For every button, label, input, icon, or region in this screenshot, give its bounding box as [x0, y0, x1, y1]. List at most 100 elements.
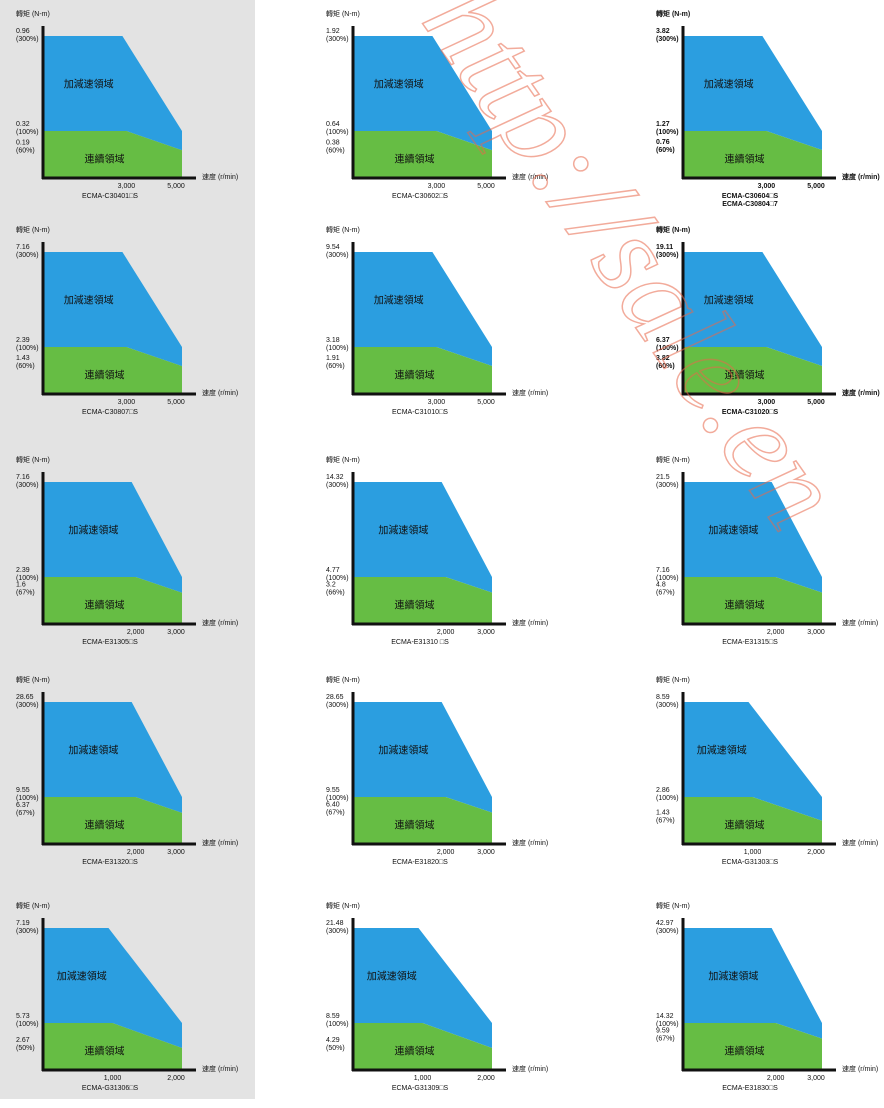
continuous-pct-label: (60%)	[16, 147, 35, 154]
torque-speed-chart: 轉矩 (N-m) 7.19(300%) 5.73(100%) 2.67(50%) 加減速…	[16, 901, 238, 1092]
peak-torque-label: 7.16	[16, 244, 30, 251]
continuous-torque-label: 1.43	[16, 355, 30, 362]
continuous-region-area	[683, 577, 822, 624]
rated-pct-label: (100%)	[326, 795, 349, 802]
x-tick-label: 3,000	[477, 849, 495, 856]
x-axis-title: 速度 (r/min)	[842, 1064, 878, 1073]
x-tick-label: 2,000	[167, 1075, 185, 1082]
continuous-region-label: 連續領域	[85, 599, 125, 612]
accel-region-area	[43, 252, 182, 367]
peak-pct-label: (300%)	[656, 252, 679, 259]
y-axis-title: 轉矩 (N-m)	[656, 9, 690, 18]
torque-speed-chart: 轉矩 (N-m) 19.11(300%) 6.37(100%) 3.82(60%) 加減…	[656, 225, 880, 416]
x-axis-title: 速度 (r/min)	[512, 618, 548, 627]
continuous-region-area	[353, 577, 492, 624]
continuous-region-area	[43, 347, 182, 394]
continuous-pct-label: (50%)	[16, 1045, 35, 1052]
rated-torque-label: 9.55	[326, 787, 340, 794]
y-axis-title: 轉矩 (N-m)	[656, 901, 690, 910]
continuous-region-area	[353, 1023, 492, 1070]
x-tick-label: 2,000	[767, 629, 785, 636]
accel-region-area	[43, 702, 182, 813]
rated-pct-label: (100%)	[16, 129, 39, 136]
continuous-region-label: 連續領域	[395, 153, 435, 166]
x-tick-label: 3,000	[428, 183, 446, 190]
continuous-region-label: 連續領域	[395, 1045, 435, 1058]
peak-pct-label: (300%)	[326, 482, 349, 489]
accel-region-area	[43, 928, 182, 1048]
torque-speed-chart: 轉矩 (N-m) 3.82(300%) 1.27(100%) 0.76(60%) 加減速…	[656, 9, 880, 208]
accel-region-area	[683, 928, 822, 1039]
continuous-region-area	[353, 347, 492, 394]
continuous-region-area	[683, 1023, 822, 1070]
accel-region-label: 加減速領域	[57, 970, 107, 983]
x-tick-label: 2,000	[127, 629, 145, 636]
torque-speed-chart: 轉矩 (N-m) 21.5(300%) 7.16(100%)4.8(67%) 加減速領…	[656, 455, 878, 646]
continuous-region-label: 連續領域	[395, 599, 435, 612]
accel-region-label: 加減速領域	[708, 970, 758, 983]
rated-torque-label: 0.64	[326, 121, 340, 128]
continuous-torque-label: 1.6	[16, 582, 26, 589]
peak-pct-label: (300%)	[656, 36, 679, 43]
rated-pct-label: (100%)	[16, 345, 39, 352]
continuous-torque-label: 2.67	[16, 1037, 30, 1044]
model-label: ECMA-E31830□S	[722, 1085, 778, 1092]
continuous-region-area	[43, 577, 182, 624]
peak-torque-label: 7.19	[16, 920, 30, 927]
y-axis-title: 轉矩 (N-m)	[326, 225, 360, 234]
continuous-pct-label: (60%)	[326, 147, 345, 154]
accel-region-label: 加減速領域	[378, 744, 428, 757]
peak-torque-label: 3.82	[656, 28, 670, 35]
continuous-pct-label: (67%)	[656, 818, 675, 825]
continuous-torque-label: 4.8	[656, 582, 666, 589]
model-label: ECMA-G31303□S	[722, 859, 779, 866]
rated-torque-label: 5.73	[16, 1013, 30, 1020]
x-tick-label: 3,000	[118, 399, 136, 406]
torque-speed-chart: 轉矩 (N-m) 28.65(300%) 9.55(100%)6.40(67%) 加減…	[326, 675, 548, 866]
rated-pct-label: (100%)	[326, 129, 349, 136]
model-label: ECMA-E31315□S	[722, 639, 778, 646]
rated-pct-label: (100%)	[656, 575, 679, 582]
torque-speed-chart: 轉矩 (N-m) 42.97(300%) 14.32(100%)9.59(67%) 加…	[656, 901, 878, 1092]
x-tick-label: 5,000	[477, 399, 495, 406]
peak-torque-label: 0.96	[16, 28, 30, 35]
continuous-region-label: 連續領域	[725, 819, 765, 832]
x-axis-title: 速度 (r/min)	[842, 838, 878, 847]
accel-region-area	[353, 36, 492, 151]
rated-torque-label: 3.18	[326, 337, 340, 344]
peak-pct-label: (300%)	[656, 702, 679, 709]
x-axis-title: 速度 (r/min)	[842, 172, 880, 181]
x-tick-label: 3,000	[758, 183, 776, 190]
x-tick-label: 5,000	[167, 399, 185, 406]
rated-torque-label: 6.37	[656, 337, 670, 344]
y-axis-title: 轉矩 (N-m)	[656, 675, 690, 684]
x-axis-title: 速度 (r/min)	[512, 1064, 548, 1073]
peak-pct-label: (300%)	[326, 252, 349, 259]
peak-torque-label: 8.59	[656, 694, 670, 701]
x-tick-label: 3,000	[428, 399, 446, 406]
accel-region-area	[683, 702, 822, 821]
accel-region-label: 加減速領域	[68, 744, 118, 757]
x-tick-label: 1,000	[744, 849, 762, 856]
torque-speed-chart: 轉矩 (N-m) 28.65(300%) 9.55(100%)6.37(67%) 加減…	[16, 675, 238, 866]
x-axis-title: 速度 (r/min)	[202, 838, 238, 847]
accel-region-area	[683, 482, 822, 593]
continuous-region-area	[353, 131, 492, 178]
x-axis-title: 速度 (r/min)	[202, 388, 238, 397]
peak-torque-label: 28.65	[16, 694, 34, 701]
accel-region-area	[683, 252, 822, 367]
continuous-pct-label: (67%)	[16, 590, 35, 597]
accel-region-label: 加減速領域	[367, 970, 417, 983]
accel-region-area	[353, 252, 492, 366]
peak-torque-label: 7.16	[16, 474, 30, 481]
model-label-secondary: ECMA-C30804□7	[722, 201, 778, 208]
continuous-region-label: 連續領域	[725, 369, 765, 382]
y-axis-title: 轉矩 (N-m)	[656, 455, 690, 464]
torque-speed-chart: 轉矩 (N-m) 8.59(300%) 2.86(100%) 1.43(67%) 加減速…	[656, 675, 878, 866]
continuous-torque-label: 1.43	[656, 810, 670, 817]
rated-pct-label: (100%)	[656, 795, 679, 802]
model-label: ECMA-C30807□S	[82, 409, 138, 416]
x-tick-label: 2,000	[437, 849, 455, 856]
accel-region-label: 加減速領域	[704, 78, 754, 91]
x-axis-title: 速度 (r/min)	[202, 172, 238, 181]
